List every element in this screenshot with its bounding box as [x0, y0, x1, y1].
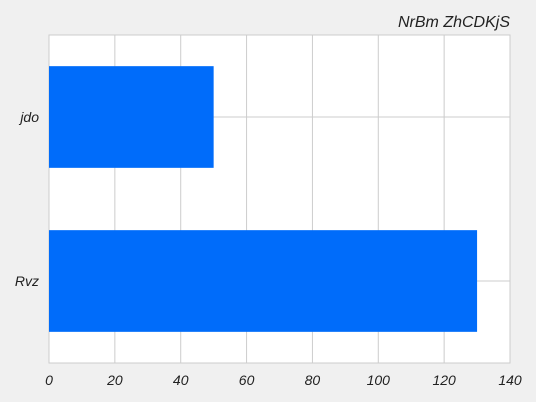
x-tick-label-0: 0	[45, 372, 53, 388]
x-tick-label-7: 140	[498, 372, 522, 388]
plot-border	[48, 34, 511, 364]
y-tick-label-Rvz: Rvz	[15, 273, 39, 289]
x-tick-label-1: 20	[106, 372, 123, 388]
bars	[49, 66, 478, 332]
x-tick-label-2: 40	[173, 372, 189, 388]
x-axis-ticks: 0 20 40 60 80 100 120 140	[45, 372, 522, 388]
bar-jdo	[49, 66, 214, 168]
y-tick-label-jdo: jdo	[18, 109, 39, 125]
x-tick-label-6: 120	[432, 372, 456, 388]
chart-title: NrBm ZhCDKjS	[398, 14, 510, 31]
x-tick-label-4: 80	[305, 372, 321, 388]
x-tick-label-5: 100	[367, 372, 391, 388]
bar-Rvz	[49, 230, 478, 332]
y-axis-ticks: jdo Rvz	[15, 109, 39, 289]
x-tick-label-3: 60	[239, 372, 255, 388]
